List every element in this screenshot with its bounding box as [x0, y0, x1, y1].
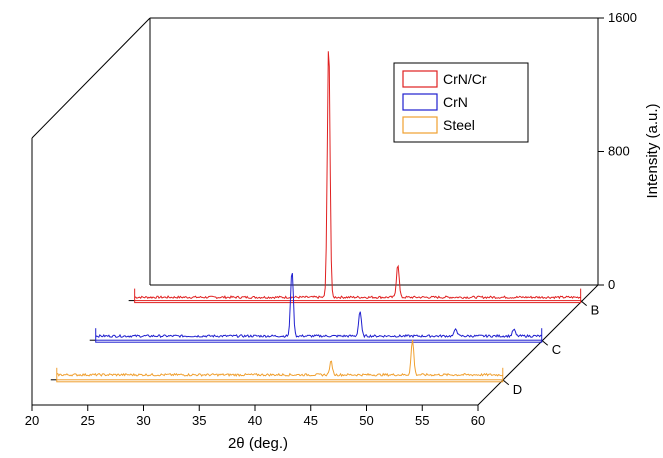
legend-label-2: Steel [443, 117, 475, 133]
legend-label-0: CrN/Cr [443, 71, 487, 87]
legend-swatch-2 [402, 116, 438, 134]
x-tick-label-6: 50 [359, 413, 373, 428]
x-tick-label-2: 30 [136, 413, 150, 428]
series-floor-0 [134, 300, 582, 304]
legend-swatch-0 [402, 70, 438, 88]
legend: CrN/Cr CrN Steel [393, 62, 529, 143]
x-tick-label-3: 35 [192, 413, 206, 428]
depth-label-0: B [591, 303, 600, 318]
x-axis-title: 2θ (deg.) [228, 435, 288, 452]
depth-tick-right-1 [541, 339, 549, 346]
x-tick-label-7: 55 [415, 413, 429, 428]
side-wall-top-edge [31, 17, 151, 139]
y-tick-label-2: 1600 [608, 10, 637, 25]
floor-right-edge [477, 284, 599, 406]
series-line-2 [56, 339, 503, 377]
y-tick-label-0: 0 [608, 277, 615, 292]
depth-tick-right-0 [580, 300, 587, 306]
x-tick-label-8: 60 [471, 413, 485, 428]
series-floor-2 [56, 379, 504, 383]
x-tick-label-0: 20 [25, 413, 39, 428]
x-tick-label-4: 40 [248, 413, 262, 428]
legend-label-1: CrN [443, 94, 468, 110]
x-tick-label-1: 25 [81, 413, 95, 428]
series-line-0 [134, 51, 581, 300]
series-floor-1 [95, 339, 543, 343]
x-tick-label-5: 45 [304, 413, 318, 428]
y-tick-label-1: 800 [608, 144, 630, 159]
legend-box [393, 62, 529, 143]
y-axis-title: Intensity (a.u.) [644, 103, 661, 198]
series-line-1 [95, 272, 542, 339]
depth-tick-right-2 [502, 379, 510, 386]
depth-label-2: D [513, 382, 522, 397]
depth-label-1: C [552, 342, 561, 357]
legend-swatch-1 [402, 93, 438, 111]
